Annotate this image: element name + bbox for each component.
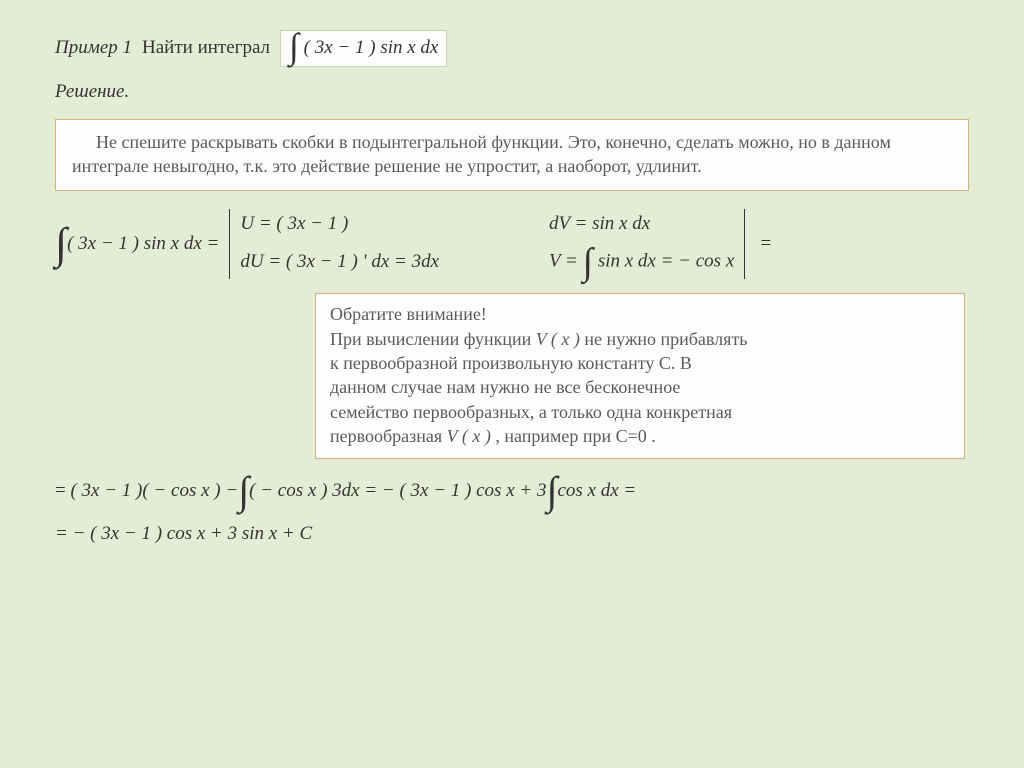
subst-V: V = ∫ sin x dx = − cos x <box>549 249 734 276</box>
header-row: Пример 1 Найти интеграл ∫ ( 3x − 1 ) sin… <box>55 30 969 67</box>
substitution-grid: U = ( 3x − 1 ) dV = sin x dx dU = ( 3x −… <box>240 213 734 276</box>
note-line4: семейство первообразных, а только одна к… <box>330 400 950 424</box>
note-line1a: При вычислении функции <box>330 329 536 349</box>
note-line5b: , например при C=0 . <box>495 426 655 446</box>
subst-dV: dV = sin x dx <box>549 213 734 235</box>
final-line-2: = − ( 3x − 1 ) cos x + 3 sin x + C <box>55 523 969 545</box>
note-line5: первообразная V ( x ) , например при C=0… <box>330 424 950 448</box>
subst-U: U = ( 3x − 1 ) <box>240 213 439 235</box>
solution-label: Решение. <box>55 81 129 103</box>
header-integral-box: ∫ ( 3x − 1 ) sin x dx <box>280 30 447 67</box>
left-bracket <box>229 209 230 279</box>
integral-sign-icon: ∫ <box>55 229 67 260</box>
tip-text: Не спешите раскрывать скобки в подынтегр… <box>72 132 891 176</box>
integral-body: ( 3x − 1 ) sin x dx <box>304 37 439 58</box>
f1b: ( − cos x ) 3dx = − ( 3x − 1 ) cos x + 3 <box>249 480 546 502</box>
note-line2: к первообразной произвольную константу С… <box>330 351 950 375</box>
final-line-1: = ( 3x − 1 )( − cos x ) − ∫ ( − cos x ) … <box>55 477 969 505</box>
right-bracket <box>744 209 745 279</box>
integral-expr: ∫ ( 3x − 1 ) sin x dx <box>289 34 438 63</box>
f1a: ( 3x − 1 )( − cos x ) − <box>70 480 238 502</box>
V-lhs: V = <box>549 251 578 272</box>
integral-sign-icon: ∫ <box>238 477 249 505</box>
integral-sign-icon: ∫ <box>583 249 593 276</box>
substitution-area: ∫ ( 3x − 1 ) sin x dx = U = ( 3x − 1 ) d… <box>55 209 969 279</box>
note-line1b: не нужно прибавлять <box>584 329 747 349</box>
note-line5a: первообразная <box>330 426 447 446</box>
integral-sign-icon: ∫ <box>546 477 557 505</box>
note-Vx-2: V ( x ) <box>447 426 491 446</box>
note-line3: данном случае нам нужно не все бесконечн… <box>330 375 950 399</box>
tail-eq: = <box>759 233 772 255</box>
V-int: sin x dx = − cos x <box>598 251 734 272</box>
integral-sign-icon: ∫ <box>289 32 299 61</box>
subst-dU: dU = ( 3x − 1 ) ' dx = 3dx <box>240 251 439 273</box>
note-heading: Обратите внимание! <box>330 302 950 326</box>
lhs-expr: ( 3x − 1 ) sin x dx = <box>67 233 219 255</box>
final-steps: = ( 3x − 1 )( − cos x ) − ∫ ( − cos x ) … <box>55 477 969 545</box>
task-text: Найти интеграл <box>142 37 270 59</box>
example-label: Пример 1 <box>55 37 132 59</box>
f2: = − ( 3x − 1 ) cos x + 3 sin x + C <box>55 523 312 545</box>
solution-row: Решение. <box>55 81 969 103</box>
f1c: cos x dx = <box>557 480 636 502</box>
note-line1: При вычислении функции V ( x ) не нужно … <box>330 327 950 351</box>
tip-box: Не спешите раскрывать скобки в подынтегр… <box>55 119 969 192</box>
note-Vx-1: V ( x ) <box>536 329 580 349</box>
note-box: Обратите внимание! При вычислении функци… <box>315 293 965 459</box>
work-lhs: ∫ ( 3x − 1 ) sin x dx = <box>55 229 219 260</box>
